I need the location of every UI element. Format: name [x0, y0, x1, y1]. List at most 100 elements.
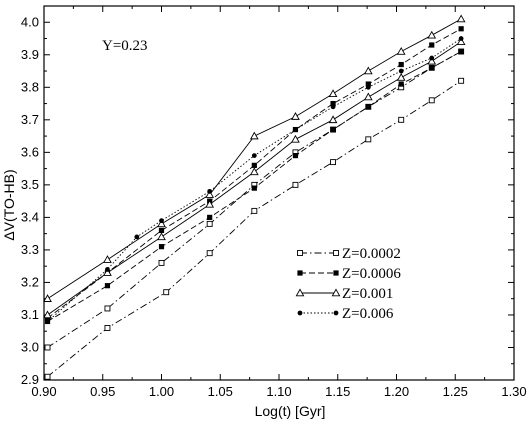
data-point-filled-dot: [398, 68, 404, 74]
data-point-open-triangle: [328, 115, 338, 124]
data-point-filled-dot: [207, 188, 213, 194]
x-tick-label: 1.10: [266, 384, 291, 399]
data-point-open-triangle: [328, 89, 338, 98]
data-point-filled-dot: [45, 319, 50, 324]
x-tick-label: 1.25: [443, 384, 468, 399]
data-point-open-square: [104, 325, 111, 331]
data-point-filled-square: [104, 283, 111, 289]
data-point-filled-square: [333, 270, 339, 276]
data-point-open-triangle: [331, 288, 341, 297]
data-point-open-square: [206, 250, 213, 257]
data-point-filled-square: [398, 61, 404, 68]
data-point-open-triangle: [363, 92, 373, 101]
y-tick-label: 3.2: [21, 274, 39, 289]
y-tick-label: 3.6: [21, 144, 39, 159]
data-point-open-square: [292, 181, 299, 188]
data-point-open-triangle: [103, 255, 112, 263]
x-tick-label: 1.05: [208, 384, 233, 399]
data-point-open-triangle: [427, 56, 437, 65]
data-point-open-triangle: [291, 134, 300, 143]
data-point-filled-dot: [458, 36, 464, 41]
data-point-filled-dot: [251, 153, 257, 159]
legend-item: Z=0.0002: [297, 246, 401, 262]
legend-label: Z=0.006: [342, 306, 394, 322]
series-line: [47, 38, 462, 322]
plot-area: [43, 5, 515, 381]
legend-item: Z=0.0006: [297, 266, 401, 282]
data-point-filled-dot: [159, 218, 164, 224]
y-tick-label: 3.0: [21, 339, 39, 354]
data-point-filled-dot: [365, 84, 371, 90]
data-point-open-square: [365, 136, 372, 143]
data-point-filled-dot: [297, 310, 303, 316]
data-point-open-triangle: [295, 288, 305, 297]
data-point-open-triangle: [157, 219, 166, 228]
series-z-0-0002: [44, 48, 465, 380]
x-tick-label: 1.30: [501, 384, 526, 399]
y-tick-label: 3.1: [21, 307, 39, 322]
data-point-filled-dot: [330, 104, 336, 110]
data-point-open-square: [458, 77, 465, 84]
series-z-0-006: [45, 36, 464, 324]
data-point-filled-square: [458, 26, 464, 32]
data-point-open-square: [428, 97, 435, 104]
data-point-open-triangle: [43, 294, 52, 302]
data-point-filled-square: [365, 81, 371, 87]
x-axis-label: Log(t) [Gyr]: [255, 403, 326, 419]
legend-item: Z=0.001: [295, 286, 393, 302]
series-z-0-001: [43, 14, 466, 319]
data-point-open-square: [333, 250, 339, 256]
data-point-filled-square: [158, 244, 165, 250]
y-tick-label: 4.0: [21, 14, 39, 29]
y-axis-label: ΔV(TO-HB): [1, 169, 17, 240]
y-tick-label: 2.9: [21, 372, 39, 387]
data-point-filled-square: [251, 185, 257, 191]
series-z-0-0006: [44, 26, 464, 325]
plot-frame: [43, 5, 515, 381]
series-line: [47, 51, 462, 348]
data-point-filled-square: [297, 270, 303, 276]
data-point-open-square: [44, 373, 51, 380]
data-point-open-triangle: [456, 37, 466, 46]
data-point-open-triangle: [396, 73, 406, 81]
data-point-open-triangle: [205, 190, 215, 198]
data-point-open-triangle: [103, 268, 112, 276]
data-point-open-triangle: [363, 66, 373, 75]
data-point-open-triangle: [157, 232, 166, 241]
data-point-filled-dot: [429, 55, 435, 61]
series-line: [47, 28, 462, 319]
x-tick-label: 1.15: [325, 384, 350, 399]
data-point-open-triangle: [249, 131, 259, 140]
data-point-filled-dot: [105, 267, 110, 272]
legend-item: Z=0.006: [297, 306, 394, 322]
data-point-filled-square: [292, 153, 299, 159]
x-tick-label: 1.00: [149, 384, 174, 399]
data-point-filled-square: [429, 42, 435, 48]
y-tick-label: 3.3: [21, 242, 39, 257]
axes: 0.90 0.95 1.00 1.05 1.10 1.15 1.20 1.25 1.30 2.9 3…: [21, 6, 527, 399]
legend-label: Z=0.0006: [342, 266, 401, 282]
data-point-filled-dot: [134, 234, 140, 240]
data-point-filled-square: [330, 126, 336, 133]
data-point-open-triangle: [43, 310, 52, 319]
data-point-open-square: [330, 159, 336, 166]
data-point-open-square: [163, 289, 170, 296]
data-point-filled-square: [398, 81, 404, 87]
y-tick-label: 3.8: [21, 79, 39, 94]
data-point-filled-square: [365, 104, 371, 110]
data-point-filled-square: [44, 315, 51, 321]
data-point-open-square: [206, 220, 213, 227]
data-point-filled-square: [458, 48, 464, 55]
data-point-filled-dot: [293, 127, 298, 132]
data-point-open-square: [44, 344, 51, 351]
y-tick-label: 3.7: [21, 112, 39, 127]
data-point-open-square: [251, 207, 258, 214]
data-point-filled-square: [330, 100, 336, 107]
x-tick-label: 1.20: [384, 384, 409, 399]
data-point-open-triangle: [456, 14, 466, 23]
data-point-open-square: [398, 116, 405, 123]
data-point-filled-dot: [333, 310, 339, 316]
data-point-filled-square: [429, 65, 435, 71]
series-line: [47, 80, 462, 378]
